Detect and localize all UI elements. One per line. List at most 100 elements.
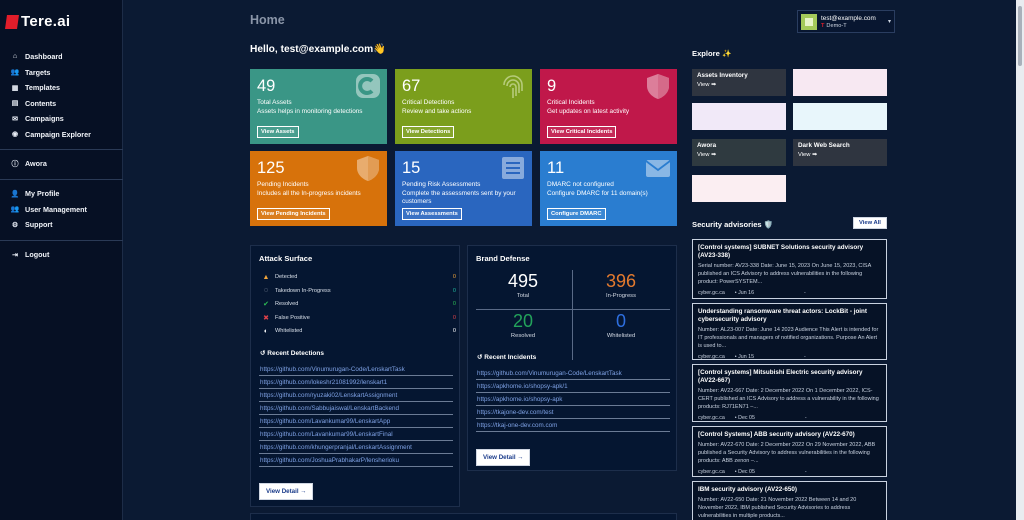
nav-group-main: ⌂ Dashboard 👥 Targets ▦ Templates ▤ Contents… xyxy=(0,49,123,142)
scrollbar-thumb[interactable] xyxy=(1018,6,1022,66)
link-item[interactable]: https://github.com/lokeshr21081992/lensk… xyxy=(259,376,453,389)
brand-defense-view-detail-button[interactable]: View Detail → xyxy=(476,449,531,466)
link-item[interactable]: https://github.com/Vinumurugan-Code/Lens… xyxy=(476,367,670,380)
list-icon xyxy=(502,157,524,179)
sidebar-item-label: Templates xyxy=(25,83,61,93)
card-description: Review and take actions xyxy=(402,107,472,115)
explore-tile-view-link[interactable]: View ➡ xyxy=(697,152,716,158)
advisory-meta: cyber.gc.ca • Dec 05 - xyxy=(698,415,881,421)
view-assessments-button[interactable]: View Assessments xyxy=(402,208,462,220)
attack-surface-view-detail-button[interactable]: View Detail → xyxy=(259,483,314,500)
row-label: Detected xyxy=(275,274,298,280)
advisory-date: • Dec 05 xyxy=(734,469,755,476)
advisory-date: • Jun 15 xyxy=(734,354,755,360)
shield-icon xyxy=(647,74,669,99)
sidebar-item-campaign-explorer[interactable]: ◉ Campaign Explorer xyxy=(0,127,123,143)
stat-value: 20 xyxy=(512,311,534,331)
link-item[interactable]: https://tkaj-one-dev.com.com xyxy=(476,419,670,432)
sidebar-item-label: Contents xyxy=(25,98,57,108)
view-critical-incidents-button[interactable]: View Critical Incidents xyxy=(547,126,617,138)
users-icon: 👥 xyxy=(10,69,20,77)
explore-tile-name: Assets Inventory xyxy=(697,72,748,79)
configure-dmarc-button[interactable]: Configure DMARC xyxy=(547,208,606,220)
link-item[interactable]: https://github.com/Sabbujaiswal/Lenskart… xyxy=(259,402,453,415)
divider xyxy=(0,179,123,180)
advisory-date-value: Dec 05 xyxy=(738,415,755,422)
advisory-card[interactable]: [Control systems] SUBNET Solutions secur… xyxy=(692,239,887,299)
explore-tile[interactable]: Attack Surface View ➡ xyxy=(793,69,887,96)
explore-tile[interactable]: Assets Inventory View ➡ xyxy=(692,69,786,96)
sidebar-item-support[interactable]: ⚙ Support xyxy=(0,217,123,233)
advisory-source: cyber.gc.ca xyxy=(698,290,725,297)
stat-label: In-Progress xyxy=(606,293,636,299)
link-item[interactable]: https://github.com/JoshuaPrabhakarP/lens… xyxy=(259,454,453,467)
brand-defense-panel: Brand Defense ↺ Recent Incidents https:/… xyxy=(467,245,677,471)
chevron-down-icon: ▾ xyxy=(887,19,891,25)
sidebar-item-templates[interactable]: ▦ Templates xyxy=(0,80,123,96)
card-description: Complete the assessments sent by your cu… xyxy=(402,189,516,205)
card-number: 125 xyxy=(257,159,285,177)
advisory-card[interactable]: IBM security advisory (AV22-650) Number: … xyxy=(692,481,887,520)
mail-icon: ✉ xyxy=(12,115,18,123)
explore-tile-view-link[interactable]: View ➡ xyxy=(697,188,716,194)
sidebar-item-user-management[interactable]: 👥 User Management xyxy=(0,202,123,218)
link-item[interactable]: https://apkhome.io/shopsy-apk xyxy=(476,393,670,406)
brand-logo[interactable]: Tere.ai xyxy=(5,13,70,30)
view-pending-incidents-button[interactable]: View Pending Incidents xyxy=(257,208,330,220)
card-title: Pending Risk Assessments xyxy=(402,180,481,188)
check-circle-icon: ✔ xyxy=(263,301,269,308)
explore-tile[interactable]: DMARC View ➡ xyxy=(793,103,887,130)
link-item[interactable]: https://github.com/Lavankumar99/Lenskart… xyxy=(259,415,453,428)
card-number: 9 xyxy=(547,77,557,95)
link-item[interactable]: https://github.com/ryuzaki02/LenskartAss… xyxy=(259,389,453,402)
explore-tile[interactable]: Phishing View ➡ xyxy=(692,175,786,202)
explore-tile[interactable]: Awora View ➡ xyxy=(692,139,786,166)
link-item[interactable]: https://tkajone-dev.com/test xyxy=(476,406,670,419)
history-icon: ↺ xyxy=(260,350,268,357)
warning-icon: ▲ xyxy=(262,273,270,281)
sidebar-item-targets[interactable]: 👥 Targets xyxy=(0,65,123,81)
link-item[interactable]: https://github.com/Vinumurugan-Code/Lens… xyxy=(259,363,453,376)
sidebar-item-logout[interactable]: ⇥ Logout xyxy=(0,247,123,263)
sidebar-item-label: Dashboard xyxy=(25,52,63,62)
advisory-card[interactable]: [Control systems] Mitsubishi Electric se… xyxy=(692,364,887,422)
explore-tile-view-link[interactable]: View ➡ xyxy=(798,82,817,88)
sidebar-item-label: Logout xyxy=(25,250,50,260)
advisory-meta: cyber.gc.ca • Jun 16 - xyxy=(698,290,881,296)
stat-label: Resolved xyxy=(510,333,536,339)
explore-tile-view-link[interactable]: View ➡ xyxy=(697,116,716,122)
sidebar: Tere.ai ⌂ Dashboard 👥 Targets ▦ Templates ▤… xyxy=(0,0,123,520)
advisory-date-value: Jun 16 xyxy=(738,290,755,297)
sidebar-item-campaigns[interactable]: ✉ Campaigns xyxy=(0,111,123,127)
explore-tile[interactable]: Brand Defense View ➡ xyxy=(692,103,786,130)
advisory-card[interactable]: Understanding ransomware threat actors: … xyxy=(692,303,887,360)
scrollbar-track[interactable] xyxy=(1016,0,1024,520)
sidebar-item-contents[interactable]: ▤ Contents xyxy=(0,96,123,112)
sidebar-item-awora[interactable]: ⓘ Awora xyxy=(0,156,123,172)
link-item[interactable]: https://github.com/khungerpranjal/Lenska… xyxy=(259,441,453,454)
advisory-date-value: Jun 15 xyxy=(738,354,755,360)
explore-tile-name: Brand Defense xyxy=(697,106,742,113)
user-menu[interactable]: test@example.com T Demo-T ▾ xyxy=(797,10,895,33)
link-item[interactable]: https://github.com/Lavankumar99/Lenskart… xyxy=(259,428,453,441)
view-detections-button[interactable]: View Detections xyxy=(402,126,455,138)
nav-group-logout: ⇥ Logout xyxy=(0,247,123,263)
explore-tile-view-link[interactable]: View ➡ xyxy=(798,116,817,122)
view-assets-button[interactable]: View Assets xyxy=(257,126,299,138)
card-number: 49 xyxy=(257,77,276,95)
stat-value: 396 xyxy=(605,271,637,291)
user-icon: 👤 xyxy=(10,190,20,198)
explore-tile-view-link[interactable]: View ➡ xyxy=(697,82,716,88)
view-all-advisories-button[interactable]: View All xyxy=(853,217,887,229)
recent-incidents-list: https://github.com/Vinumurugan-Code/Lens… xyxy=(476,367,670,432)
explore-tile[interactable]: Dark Web Search View ➡ xyxy=(793,139,887,166)
sidebar-item-my-profile[interactable]: 👤 My Profile xyxy=(0,186,123,202)
advisory-extra: - xyxy=(804,415,807,422)
shield-half-icon: ◐ xyxy=(263,327,269,335)
sidebar-item-dashboard[interactable]: ⌂ Dashboard xyxy=(0,49,123,65)
explore-tile-view-link[interactable]: View ➡ xyxy=(798,152,817,158)
card-critical-incidents: 9 Critical Incidents Get updates on late… xyxy=(540,69,677,144)
stat-label: Whitelisted xyxy=(606,333,636,339)
advisory-card[interactable]: [Control Systems] ABB security advisory … xyxy=(692,426,887,477)
link-item[interactable]: https://apkhome.io/shopsy-apk/1 xyxy=(476,380,670,393)
